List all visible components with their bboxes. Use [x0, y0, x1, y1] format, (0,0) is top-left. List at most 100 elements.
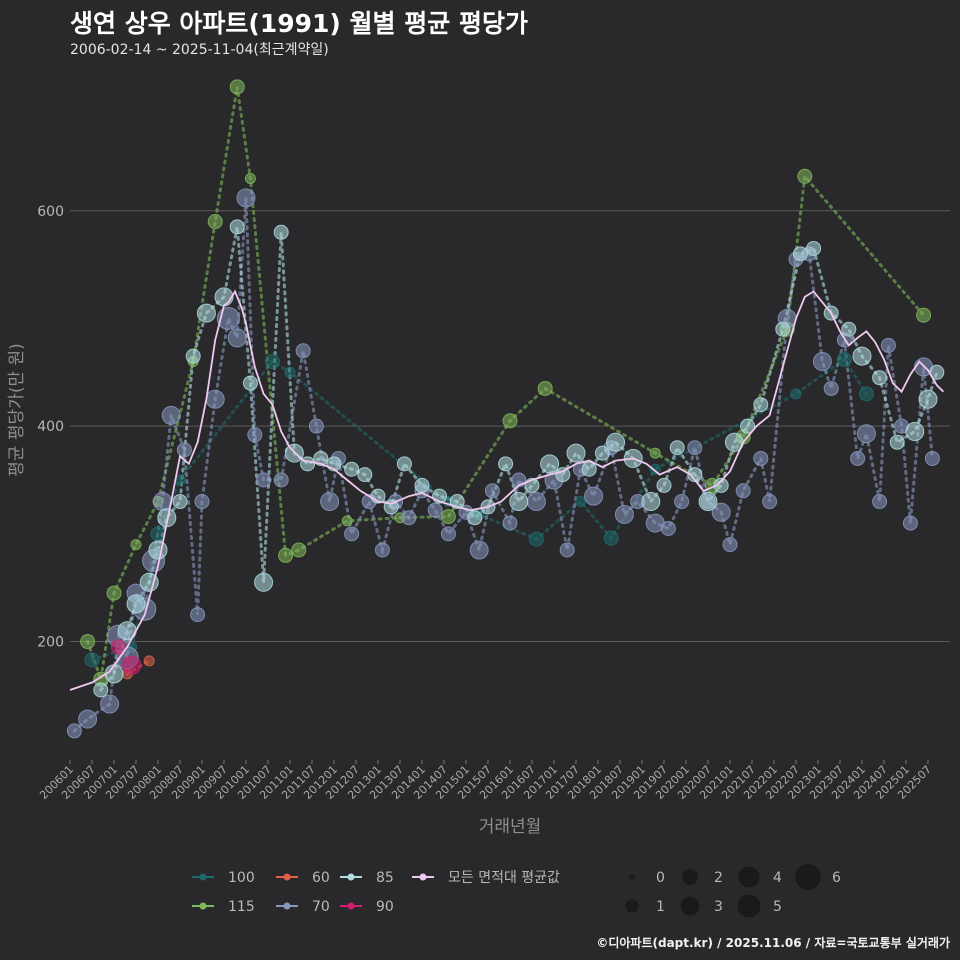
point-70 — [584, 486, 604, 506]
point-70 — [256, 472, 272, 488]
point-115 — [341, 515, 353, 527]
point-85 — [740, 418, 756, 434]
point-85 — [905, 422, 925, 442]
point-115 — [916, 307, 932, 323]
point-85 — [753, 397, 769, 413]
legend-label: 60 — [312, 870, 330, 886]
legend-key-dot — [283, 902, 291, 910]
data-points — [66, 79, 945, 739]
average-line — [69, 289, 945, 691]
point-85 — [669, 440, 685, 456]
point-85 — [242, 375, 258, 391]
point-70 — [427, 502, 443, 518]
y-tick-labels: 200 400 600 — [37, 204, 64, 651]
point-70 — [924, 450, 940, 466]
y-axis-title: 평균 평당가(만 원) — [7, 343, 27, 477]
point-70 — [190, 607, 206, 623]
point-100 — [836, 351, 852, 367]
legend-label: 70 — [312, 899, 330, 915]
point-70 — [344, 526, 360, 542]
point-85 — [139, 572, 159, 592]
point-100 — [528, 531, 544, 547]
legend-size-label: 5 — [773, 899, 782, 915]
point-70 — [194, 494, 210, 510]
point-60 — [143, 655, 155, 667]
point-70 — [722, 537, 738, 553]
point-85 — [872, 370, 888, 386]
point-85 — [806, 240, 822, 256]
y-tick-label: 600 — [37, 204, 64, 220]
point-70 — [205, 389, 225, 409]
chart-title: 생연 상우 아파트(1991) 월별 평균 평당가 — [70, 9, 528, 38]
point-85 — [656, 477, 672, 493]
point-70 — [374, 542, 390, 558]
point-85 — [687, 467, 703, 483]
point-115 — [207, 214, 223, 230]
point-85 — [396, 456, 412, 472]
point-85 — [566, 443, 586, 463]
point-70 — [559, 542, 575, 558]
point-70 — [674, 494, 690, 510]
point-85 — [196, 303, 216, 323]
series-connector-115 — [86, 86, 926, 680]
point-100 — [649, 463, 661, 475]
point-115 — [229, 79, 245, 95]
point-70 — [753, 450, 769, 466]
point-70 — [469, 540, 489, 560]
legend-size-key — [737, 894, 761, 918]
point-115 — [106, 585, 122, 601]
point-70 — [320, 492, 340, 512]
point-115 — [537, 380, 553, 396]
point-100 — [603, 530, 619, 546]
point-85 — [918, 389, 938, 409]
point-90 — [110, 639, 126, 655]
point-70 — [762, 494, 778, 510]
legend-key-dot — [199, 873, 207, 881]
point-100 — [574, 496, 586, 508]
point-70 — [735, 483, 751, 499]
legend: 100 60 85 모든 면적대 평균값 115 70 90 0 2 4 6 1 3 5 — [192, 864, 841, 918]
point-85 — [229, 219, 245, 235]
legend-size-key — [629, 874, 635, 880]
legend-label: 90 — [376, 899, 394, 915]
point-70 — [660, 520, 676, 536]
point-70 — [176, 442, 192, 458]
point-85 — [594, 445, 610, 461]
point-70 — [872, 494, 888, 510]
legend-size-label: 2 — [714, 870, 723, 886]
point-85 — [698, 492, 718, 512]
point-70 — [401, 510, 417, 526]
legend-size-label: 1 — [656, 899, 665, 915]
legend-key-dot — [419, 873, 427, 881]
point-85 — [214, 287, 234, 307]
point-115 — [130, 539, 142, 551]
point-70 — [295, 343, 311, 359]
point-70 — [273, 472, 289, 488]
point-85 — [467, 510, 483, 526]
point-85 — [357, 467, 373, 483]
point-70 — [614, 504, 634, 524]
point-70 — [850, 450, 866, 466]
point-115 — [278, 547, 294, 563]
point-70 — [78, 709, 98, 729]
point-100 — [790, 388, 802, 400]
point-85 — [792, 246, 808, 262]
point-115 — [797, 168, 813, 184]
point-115 — [244, 172, 256, 184]
point-85 — [713, 477, 729, 493]
legend-size-label: 4 — [773, 870, 782, 886]
point-85 — [641, 492, 661, 512]
point-115 — [291, 542, 307, 558]
point-115 — [440, 509, 456, 525]
legend-size-key — [625, 899, 639, 913]
point-70 — [856, 424, 876, 444]
point-70 — [902, 515, 918, 531]
x-tick-marks — [69, 760, 929, 764]
point-70 — [161, 405, 181, 425]
point-70 — [711, 502, 731, 522]
legend-size-key — [738, 866, 760, 888]
average-price-line — [69, 289, 945, 691]
y-tick-label: 400 — [37, 419, 64, 435]
point-70 — [236, 188, 256, 208]
